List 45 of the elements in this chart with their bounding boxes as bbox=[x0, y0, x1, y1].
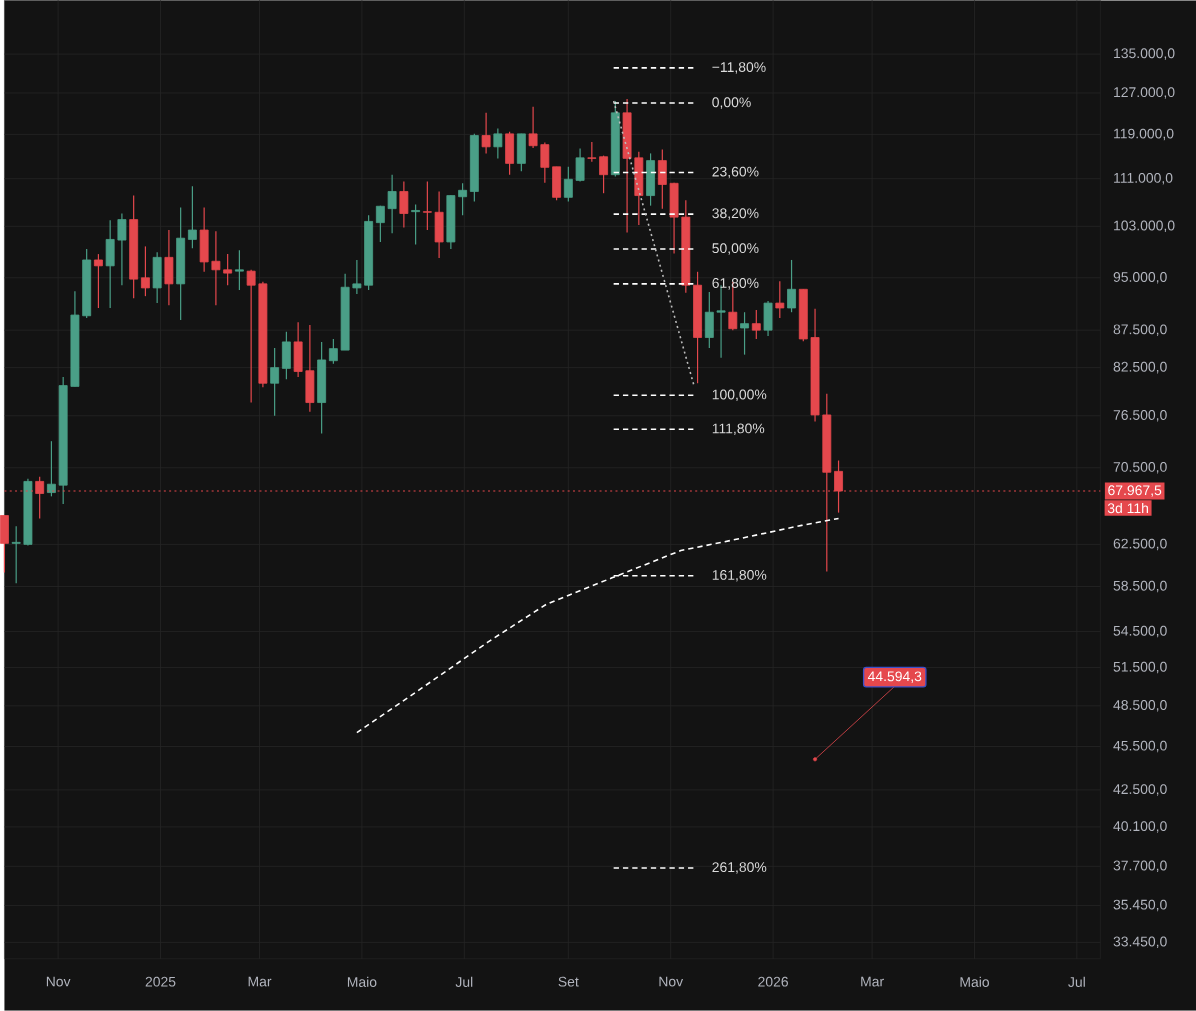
y-tick-label: 54.500,0 bbox=[1113, 626, 1167, 638]
series-label: 50,00% bbox=[712, 243, 759, 255]
series-label: 261,80% bbox=[712, 862, 767, 874]
y-tick-label: 48.500,0 bbox=[1113, 700, 1167, 712]
series-label: 38,20% bbox=[712, 208, 759, 221]
x-tick-label: 2025 bbox=[145, 976, 176, 987]
y-tick-label: 37.700,0 bbox=[1113, 860, 1167, 873]
series-label: 100,00% bbox=[712, 389, 767, 402]
y-tick-label: 103.000,0 bbox=[1114, 220, 1175, 233]
series-label: 23,60% bbox=[712, 166, 759, 179]
y-tick-label: 35.450,0 bbox=[1113, 899, 1167, 912]
series-label: 61,80% bbox=[712, 278, 759, 290]
y-tick-label: 127.000,0 bbox=[1114, 87, 1175, 99]
x-tick-label: Set bbox=[558, 976, 579, 987]
series-label: 161,80% bbox=[712, 570, 767, 582]
ref-line-label: 67.967,5 bbox=[1108, 485, 1162, 497]
y-tick-label: 95.000,0 bbox=[1113, 272, 1167, 284]
x-tick-label: Maio bbox=[960, 976, 990, 988]
y-tick-label: 135.000,0 bbox=[1114, 48, 1175, 61]
y-tick-label: 62.500,0 bbox=[1113, 538, 1167, 551]
series-label: −11,80% bbox=[712, 62, 766, 74]
x-tick-label: Maio bbox=[347, 976, 377, 988]
y-tick-label: 82.500,0 bbox=[1113, 362, 1167, 374]
text: 3d 11h bbox=[1107, 503, 1148, 514]
x-tick-label: Jul bbox=[455, 976, 473, 988]
annotation: 44.594,3 bbox=[867, 671, 922, 684]
series-label: 111,80% bbox=[712, 423, 765, 436]
y-tick-label: 51.500,0 bbox=[1113, 662, 1167, 674]
x-tick-label: 2026 bbox=[758, 976, 788, 987]
x-tick-label: Nov bbox=[659, 976, 684, 987]
y-tick-label: 87.500,0 bbox=[1113, 324, 1167, 337]
series-label: 0,00% bbox=[712, 97, 751, 110]
y-tick-label: 119.000,0 bbox=[1114, 128, 1174, 141]
x-tick-label: Nov bbox=[46, 976, 71, 987]
y-tick-label: 42.500,0 bbox=[1113, 784, 1167, 796]
y-tick-label: 111.000,0 bbox=[1114, 173, 1173, 185]
y-tick-label: 40.100,0 bbox=[1113, 821, 1167, 833]
y-tick-label: 33.450,0 bbox=[1113, 936, 1167, 949]
y-tick-label: 76.500,0 bbox=[1113, 410, 1167, 422]
x-tick-label: Jul bbox=[1068, 976, 1085, 988]
y-tick-label: 45.500,0 bbox=[1113, 740, 1167, 753]
x-tick-label: Mar bbox=[248, 976, 272, 987]
x-tick-label: Mar bbox=[861, 976, 884, 987]
y-tick-label: 58.500,0 bbox=[1113, 580, 1167, 593]
y-tick-label: 70.500,0 bbox=[1113, 462, 1167, 474]
